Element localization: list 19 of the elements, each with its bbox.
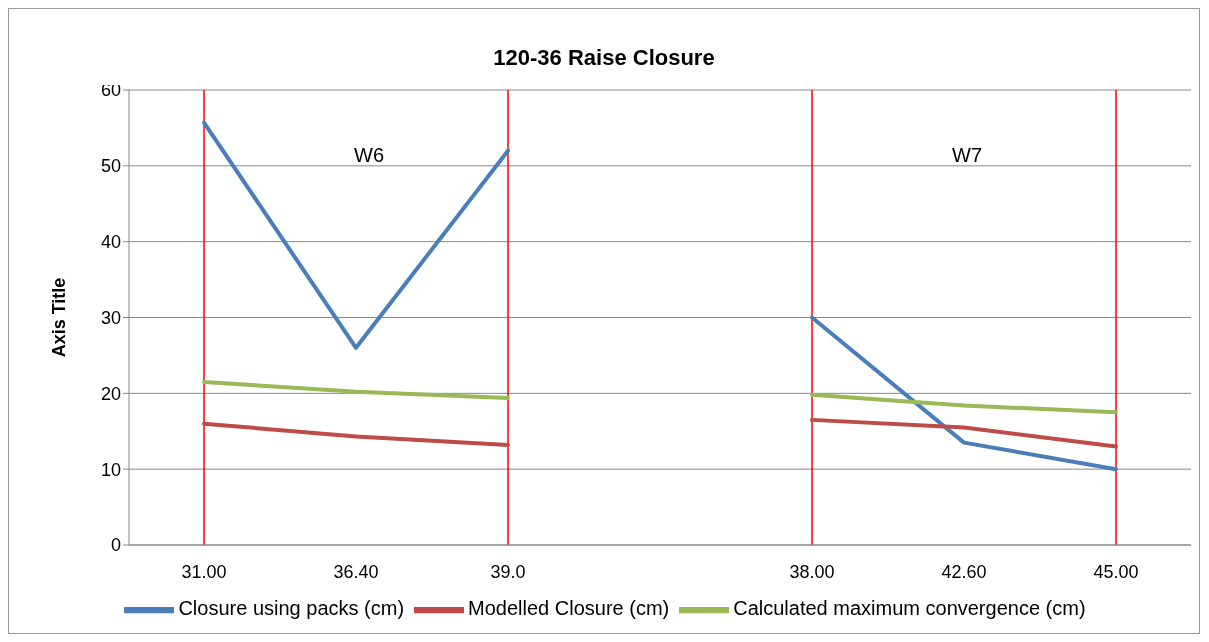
y-axis-title: Axis Title <box>49 277 70 358</box>
chart-title: 120-36 Raise Closure <box>493 45 715 70</box>
y-tick-label: 40 <box>100 232 121 253</box>
y-tick-label: 50 <box>100 156 121 177</box>
x-tick-label: 39.0 <box>490 561 526 582</box>
x-tick-label: 31.00 <box>181 561 227 582</box>
x-tick-label: 42.60 <box>941 561 987 582</box>
y-tick-label: 0 <box>110 535 121 556</box>
legend-label: Calculated maximum convergence (cm) <box>733 597 1086 620</box>
y-tick-label: 10 <box>100 459 121 480</box>
legend-label: Modelled Closure (cm) <box>468 597 670 620</box>
legend-label: Closure using packs (cm) <box>178 597 405 620</box>
y-tick-label: 20 <box>100 383 121 404</box>
x-tick-label: 38.00 <box>789 561 835 582</box>
y-tick-label: 30 <box>100 307 121 328</box>
x-tick-label: 45.00 <box>1093 561 1139 582</box>
x-tick-label: 36.40 <box>333 561 379 582</box>
annotation: W6 <box>353 144 385 167</box>
annotation: W7 <box>951 144 983 167</box>
